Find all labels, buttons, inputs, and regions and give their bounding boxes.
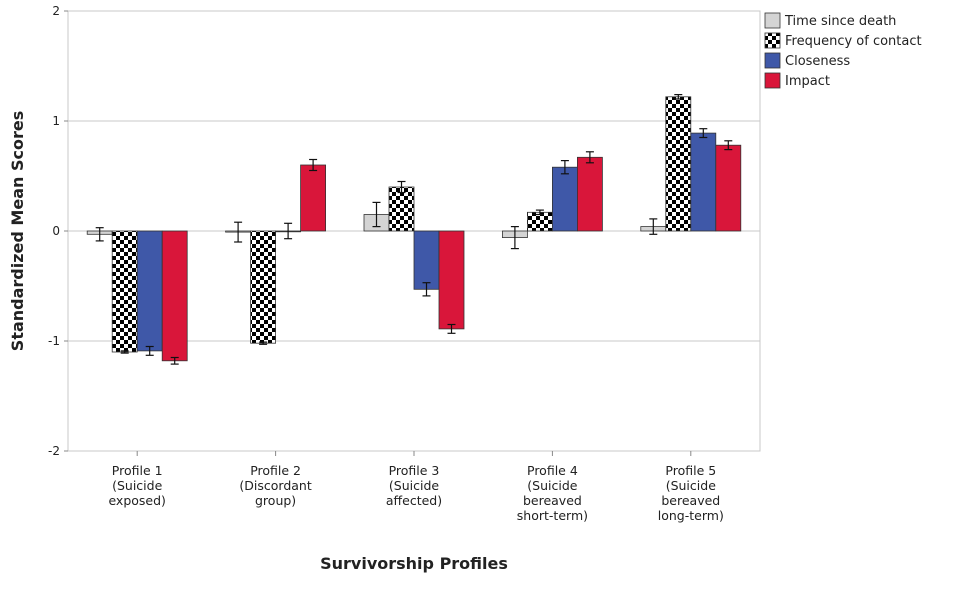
x-tick-label-line: long-term) [658,508,724,523]
x-tick-label-line: Profile 1 [112,463,163,478]
x-tick-label-line: (Suicide [666,478,716,493]
bar [161,230,188,362]
bar [690,132,717,232]
bar [136,230,163,352]
legend-swatch [764,12,781,29]
x-tick-label-line: short-term) [517,508,588,523]
bar [413,230,440,290]
x-tick-label-line: (Suicide [112,478,162,493]
legend-label: Time since death [784,14,896,29]
x-tick-label: Profile 2 (Discordant group) [239,463,311,508]
x-axis-title: Survivorship Profiles [320,554,508,573]
bar [438,230,465,330]
legend-swatch [764,72,781,89]
x-tick-label-line: (Suicide [389,478,439,493]
x-tick-label-line: bereaved [661,493,720,508]
y-tick-label: 0 [52,224,60,238]
x-tick-label-line: group) [255,493,296,508]
x-tick-label-line: Profile 2 [250,463,301,478]
x-tick-label: Profile 1 (Suicide exposed) [108,463,165,508]
y-tick-label: -1 [48,334,60,348]
y-tick-label: 2 [52,4,60,18]
x-tick-label-line: Profile 4 [527,463,578,478]
bar [527,211,553,232]
bar [552,166,578,232]
x-tick-label-line: Profile 3 [389,463,440,478]
x-tick-label-line: (Suicide [527,478,577,493]
x-tick-label-line: affected) [386,493,442,508]
bar [250,230,277,344]
legend-swatch [764,32,781,49]
bar [300,164,327,232]
x-tick-label: Profile 3 (Suicide affected) [386,463,442,508]
y-axis-title: Standardized Mean Scores [8,111,27,351]
x-tick-label-line: Profile 5 [665,463,716,478]
x-tick-label-line: (Discordant [239,478,311,493]
x-tick-label-line: bereaved [523,493,582,508]
x-tick-label: Profile 4 (Suicide bereaved short-term) [517,463,588,523]
legend-label: Impact [785,74,830,89]
legend-label: Frequency of contact [785,34,922,49]
bar [577,156,603,232]
x-tick-label: Profile 5 (Suicide bereaved long-term) [658,463,724,523]
legend-swatch [764,52,781,69]
bar [388,186,415,232]
y-tick-label: 1 [52,114,60,128]
legend: Time since death Frequency of contact Clos… [764,12,922,89]
x-tick-label-line: exposed) [108,493,165,508]
bar [715,144,742,232]
bar [665,96,692,232]
y-tick-label: -2 [48,444,60,458]
bar [111,230,138,353]
legend-label: Closeness [785,54,850,69]
